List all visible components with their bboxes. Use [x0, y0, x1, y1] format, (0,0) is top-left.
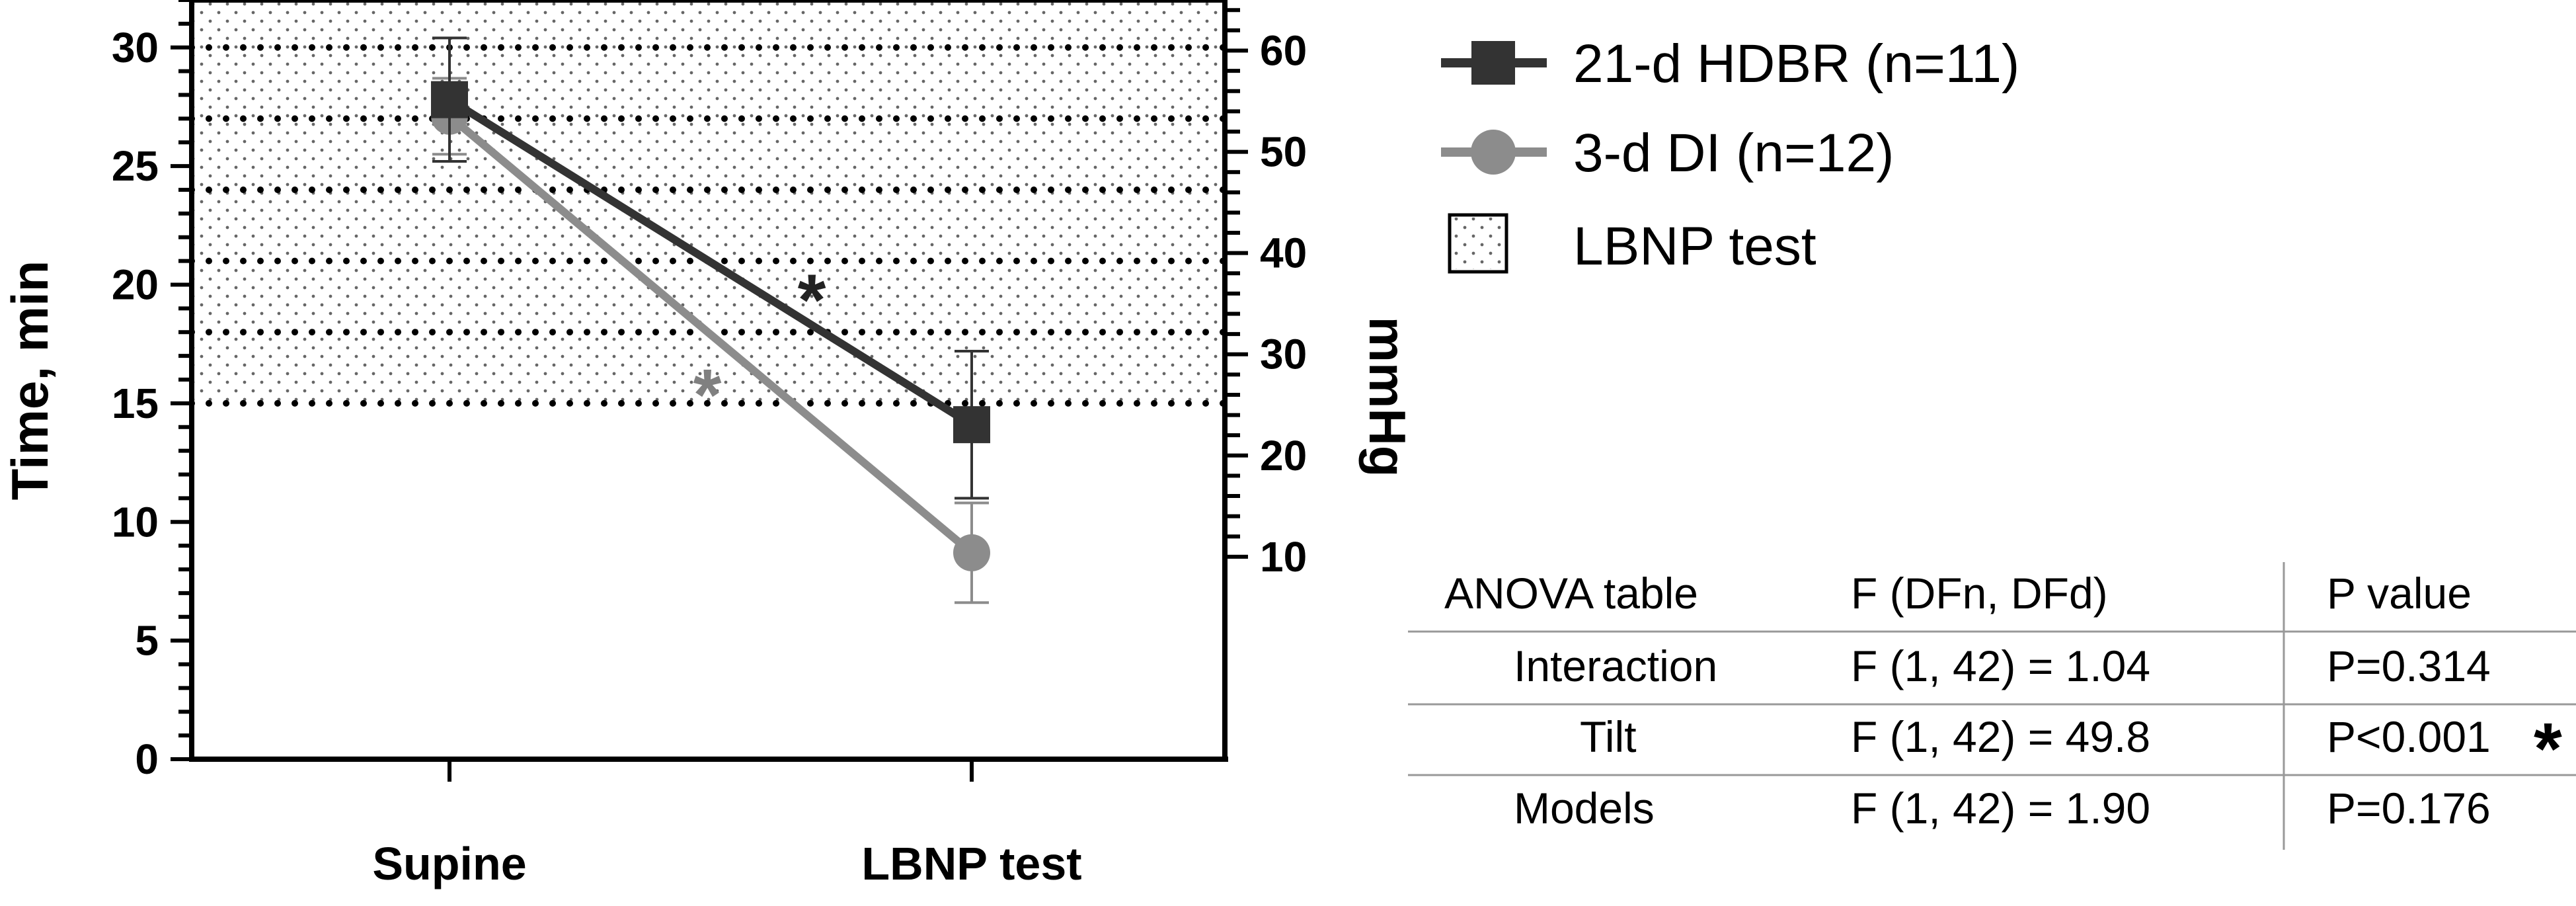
right-tick-label: 10: [1260, 533, 1307, 581]
left-tick-label: 10: [112, 498, 159, 546]
series-hdbr: [431, 36, 990, 500]
anova-row-p: P<0.001: [2327, 712, 2491, 761]
legend-item-lbnp: LBNP test: [1448, 213, 1816, 276]
anova-row-f: F (1, 42) = 1.04: [1851, 641, 2150, 690]
anova-row-p: P=0.314: [2327, 641, 2491, 690]
legend-label-hdbr: 21-d HDBR (n=11): [1573, 34, 2019, 94]
lbnp-shaded-rect: [192, 0, 1225, 403]
plot-area: 0 5 10 15 20 25 30 10 20 30 40 50 60 Supine LBNP tes…: [1, 0, 1417, 889]
left-tick-label: 15: [112, 380, 159, 427]
x-axis-ticks: Supine LBNP test: [372, 759, 1082, 889]
data-point: [953, 406, 990, 444]
left-tick-label: 5: [135, 617, 159, 665]
series-line: [447, 113, 974, 556]
left-tick-label: 30: [112, 24, 159, 71]
anova-header-label: ANOVA table: [1444, 569, 1698, 618]
anova-row-f: F (1, 42) = 1.90: [1851, 784, 2150, 833]
anova-row-interaction: Interaction F (1, 42) = 1.04 P=0.314: [1514, 641, 2491, 690]
right-tick-label: 50: [1260, 128, 1307, 176]
legend: 21-d HDBR (n=11) 3-d DI (n=12) LBNP test: [1441, 34, 2019, 276]
left-tick-label: 0: [135, 735, 159, 783]
anova-row-p: P=0.176: [2327, 784, 2491, 833]
left-axis-ticks: 0 5 10 15 20 25 30: [112, 0, 192, 783]
anova-table: ANOVA table F (DFn, DFd) P value Interac…: [1408, 562, 2576, 850]
legend-label-lbnp: LBNP test: [1573, 216, 1816, 276]
anova-significance-star: *: [2534, 708, 2562, 790]
lbnp-shaded-region: [192, 0, 1225, 403]
left-tick-label: 20: [112, 261, 159, 309]
legend-item-hdbr: 21-d HDBR (n=11): [1441, 34, 2019, 94]
anova-row-models: Models F (1, 42) = 1.90 P=0.176: [1514, 784, 2491, 833]
anova-row-label: Tilt: [1580, 712, 1637, 761]
anova-row-f: F (1, 42) = 49.8: [1851, 712, 2150, 761]
legend-item-di: 3-d DI (n=12): [1441, 123, 1894, 183]
series-layer: **: [431, 36, 990, 604]
right-tick-label: 20: [1260, 432, 1307, 479]
right-tick-label: 60: [1260, 27, 1307, 75]
right-tick-label: 30: [1260, 331, 1307, 378]
data-point: [953, 534, 990, 571]
right-axis-ticks: 10 20 30 40 50 60: [1225, 8, 1307, 581]
x-tick-label: LBNP test: [861, 838, 1081, 889]
anova-row-tilt: Tilt F (1, 42) = 49.8 P<0.001 *: [1580, 708, 2562, 790]
significance-star: *: [798, 259, 826, 341]
series-line: [447, 96, 974, 429]
legend-label-di: 3-d DI (n=12): [1573, 123, 1894, 183]
y-axis-title: Time, min: [1, 261, 59, 501]
anova-row-label: Interaction: [1514, 641, 1717, 690]
left-tick-label: 25: [112, 142, 159, 190]
x-tick-label: Supine: [372, 838, 526, 889]
anova-header-p: P value: [2327, 569, 2472, 618]
significance-star: *: [693, 354, 722, 436]
y2-axis-title: mmHg: [1358, 317, 1417, 477]
right-tick-label: 40: [1260, 229, 1307, 277]
data-point: [431, 81, 468, 118]
anova-row-label: Models: [1514, 784, 1655, 833]
anova-header-f: F (DFn, DFd): [1851, 569, 2108, 618]
